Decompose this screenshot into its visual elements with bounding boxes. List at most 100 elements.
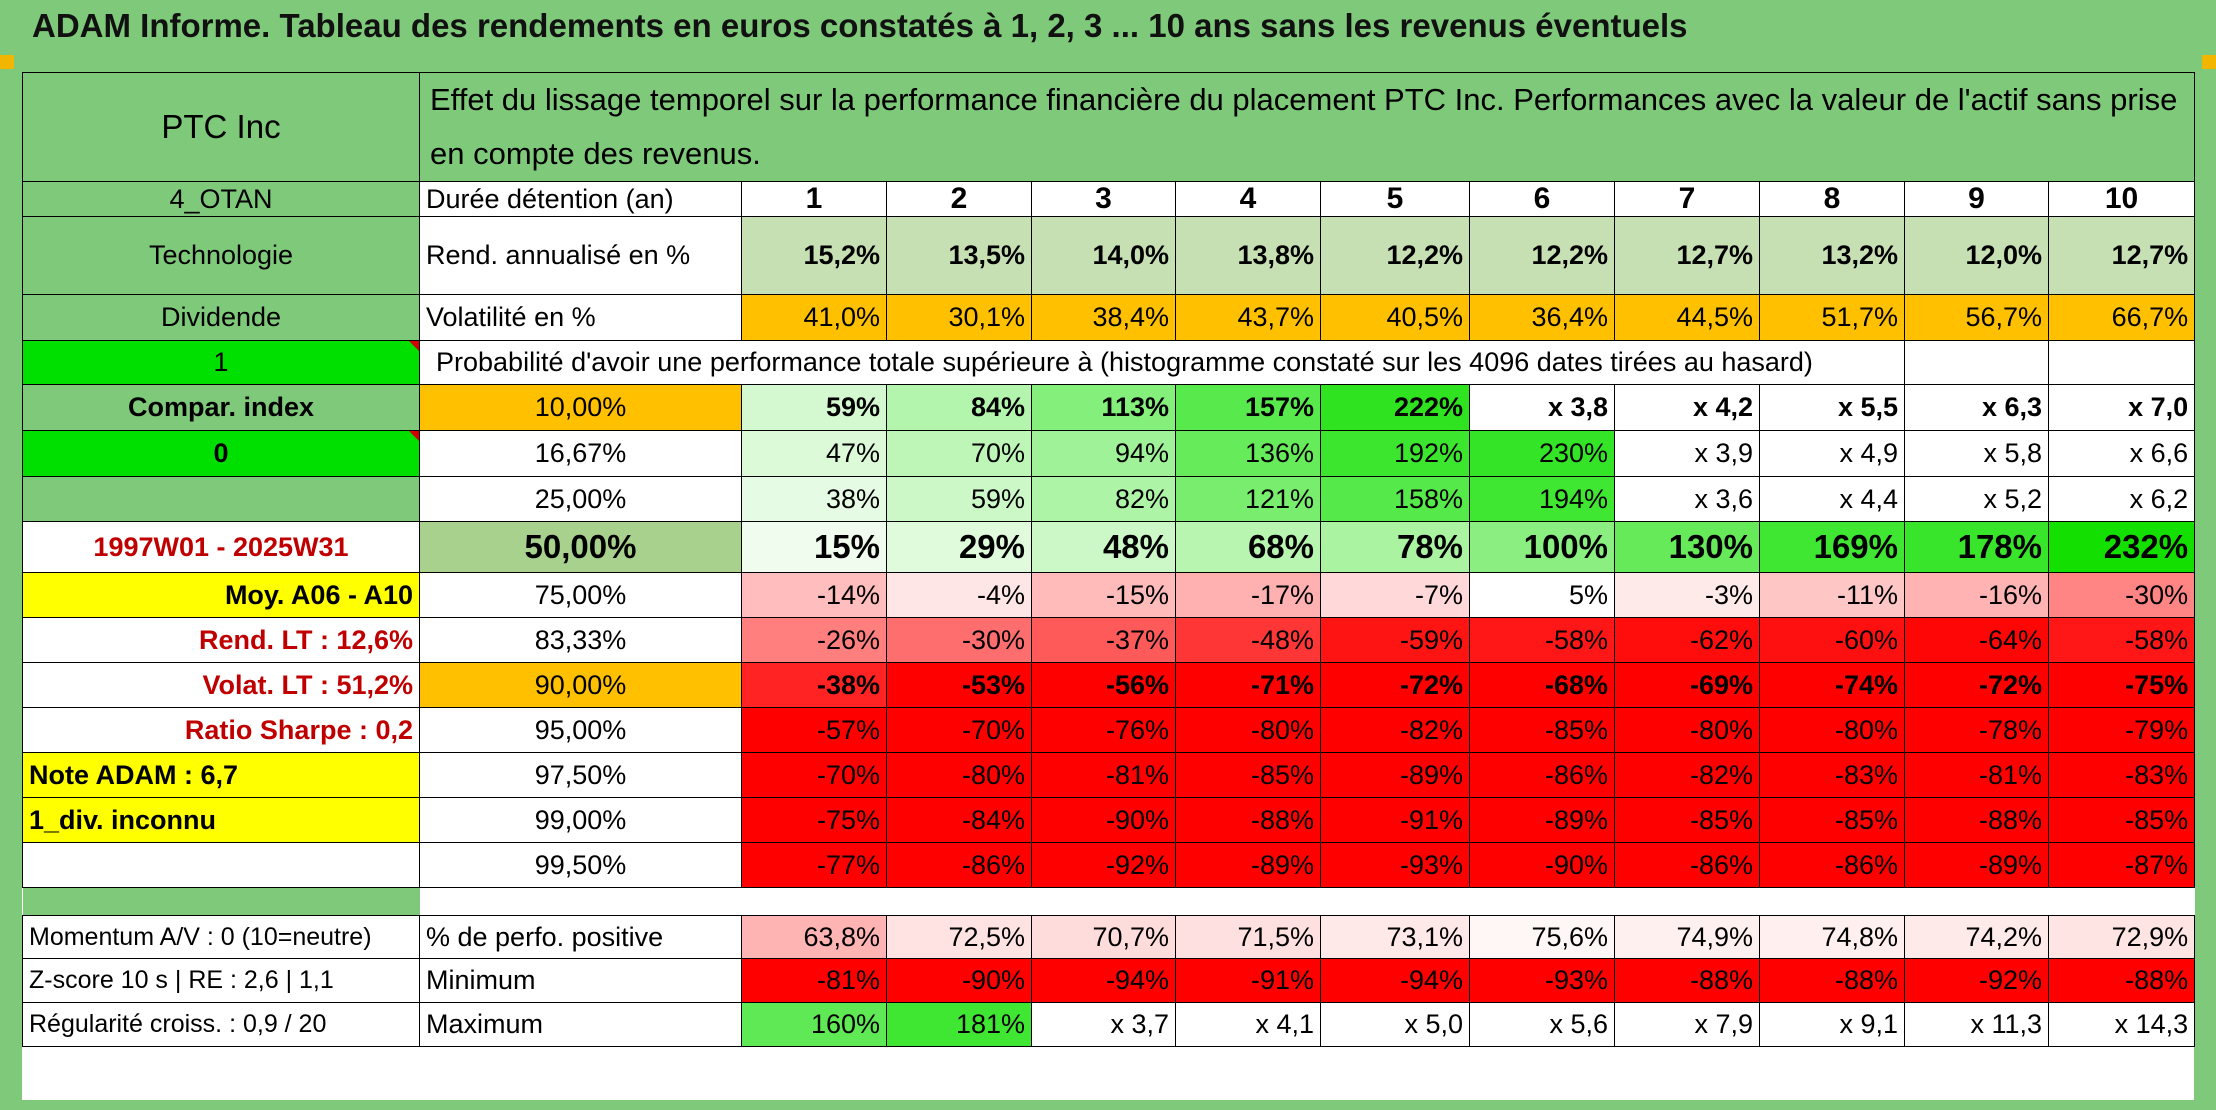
prob-value: 59% bbox=[886, 476, 1032, 522]
corner-marker-right bbox=[2202, 55, 2216, 69]
prob-value: 158% bbox=[1320, 476, 1470, 522]
year-header: 4 bbox=[1175, 181, 1321, 217]
vol-label: Volatilité en % bbox=[419, 294, 742, 341]
prob-value: x 4,2 bbox=[1614, 384, 1760, 431]
year-header: 10 bbox=[2047, 181, 2196, 217]
prob-value: -78% bbox=[1904, 707, 2049, 753]
maximum-value: x 11,3 bbox=[1904, 1002, 2049, 1047]
prob-value: -79% bbox=[2047, 707, 2196, 753]
header-row: PTC Inc Effet du lissage temporel sur la … bbox=[22, 72, 2196, 182]
prob-value: x 4,4 bbox=[1759, 476, 1905, 522]
maximum-value: x 3,7 bbox=[1031, 1002, 1176, 1047]
prob-value: 38% bbox=[741, 476, 887, 522]
prob-value: x 3,9 bbox=[1614, 430, 1760, 477]
prob-value: -88% bbox=[1175, 797, 1321, 843]
rend-value: 13,5% bbox=[886, 216, 1032, 295]
positive-value: 74,8% bbox=[1759, 915, 1905, 959]
prob-value: -85% bbox=[1614, 797, 1760, 843]
empty-side-cell bbox=[22, 842, 420, 888]
maximum-value: x 7,9 bbox=[1614, 1002, 1760, 1047]
prob-value: -30% bbox=[886, 617, 1032, 663]
prob-value: 5% bbox=[1469, 572, 1615, 618]
prob-title: Probabilité d'avoir une performance tota… bbox=[419, 340, 1905, 385]
maximum-value: x 9,1 bbox=[1759, 1002, 1905, 1047]
prob-value: -59% bbox=[1320, 617, 1470, 663]
prob-value: -93% bbox=[1320, 842, 1470, 888]
prob-threshold: 25,00% bbox=[419, 476, 742, 522]
zscore-label: Z-score 10 s | RE : 2,6 | 1,1 bbox=[22, 958, 420, 1003]
year-header: 9 bbox=[1904, 181, 2049, 217]
header-description: Effet du lissage temporel sur la perform… bbox=[418, 72, 2196, 182]
maximum-value: x 4,1 bbox=[1175, 1002, 1321, 1047]
prob-value: -82% bbox=[1614, 752, 1760, 798]
dividend-label: Dividende bbox=[22, 294, 420, 341]
prob-value: -37% bbox=[1031, 617, 1176, 663]
prob-value: 113% bbox=[1031, 384, 1176, 431]
prob-row: Moy. A06 - A10 75,00% -14% -4% -15% -17% -7% 5%… bbox=[22, 572, 2196, 618]
compar-label: Compar. index bbox=[22, 384, 420, 431]
code-label: 4_OTAN bbox=[22, 181, 420, 217]
prob-row: Ratio Sharpe : 0,2 95,00% -57% -70% -76% -80%… bbox=[22, 707, 2196, 753]
prob-value: x 6,3 bbox=[1904, 384, 2049, 431]
empty-side-cell bbox=[22, 476, 420, 522]
prob-value: 230% bbox=[1469, 430, 1615, 477]
prob-value: -89% bbox=[1904, 842, 2049, 888]
prob-threshold: 16,67% bbox=[419, 430, 742, 477]
prob-value: -84% bbox=[886, 797, 1032, 843]
maximum-label: Maximum bbox=[419, 1002, 742, 1047]
prob-value: -87% bbox=[2047, 842, 2196, 888]
prob-value: 15% bbox=[741, 521, 887, 573]
minimum-value: -91% bbox=[1175, 958, 1321, 1003]
minimum-value: -88% bbox=[1759, 958, 1905, 1003]
prob-value: -30% bbox=[2047, 572, 2196, 618]
prob-threshold: 95,00% bbox=[419, 707, 742, 753]
minimum-value: -94% bbox=[1031, 958, 1176, 1003]
vol-value: 66,7% bbox=[2047, 294, 2196, 341]
title-banner: ADAM Informe. Tableau des rendements en … bbox=[0, 0, 2216, 62]
corner-marker-left bbox=[0, 55, 14, 69]
prob-value: 70% bbox=[886, 430, 1032, 477]
prob-value: -17% bbox=[1175, 572, 1321, 618]
minimum-row: Z-score 10 s | RE : 2,6 | 1,1 Minimum -81%… bbox=[22, 958, 2196, 1003]
rend-value: 15,2% bbox=[741, 216, 887, 295]
positive-value: 70,7% bbox=[1031, 915, 1176, 959]
rend-value: 12,2% bbox=[1469, 216, 1615, 295]
prob-value: -58% bbox=[2047, 617, 2196, 663]
prob-value: -57% bbox=[741, 707, 887, 753]
prob-value: -85% bbox=[1175, 752, 1321, 798]
prob-value: -85% bbox=[1469, 707, 1615, 753]
prob-value: x 5,8 bbox=[1904, 430, 2049, 477]
empty-cell bbox=[1904, 340, 2049, 385]
prob-value: -72% bbox=[1904, 662, 2049, 708]
prob-value: -26% bbox=[741, 617, 887, 663]
prob-value: 47% bbox=[741, 430, 887, 477]
rend-row: Technologie Rend. annualisé en % 15,2% 13,5… bbox=[22, 216, 2196, 295]
prob-value: -15% bbox=[1031, 572, 1176, 618]
prob-threshold: 83,33% bbox=[419, 617, 742, 663]
vol-value: 56,7% bbox=[1904, 294, 2049, 341]
maximum-value: x 5,6 bbox=[1469, 1002, 1615, 1047]
positive-value: 73,1% bbox=[1320, 915, 1470, 959]
prob-value: 194% bbox=[1469, 476, 1615, 522]
prob-value: 178% bbox=[1904, 521, 2049, 573]
prob-value: -80% bbox=[1759, 707, 1905, 753]
prob-value: -90% bbox=[1031, 797, 1176, 843]
prob-value: -89% bbox=[1320, 752, 1470, 798]
positive-value: 63,8% bbox=[741, 915, 887, 959]
positive-value: 72,9% bbox=[2047, 915, 2196, 959]
vol-value: 38,4% bbox=[1031, 294, 1176, 341]
prob-threshold: 75,00% bbox=[419, 572, 742, 618]
minimum-value: -88% bbox=[1614, 958, 1760, 1003]
prob-value: -56% bbox=[1031, 662, 1176, 708]
prob-value: -68% bbox=[1469, 662, 1615, 708]
prob-value: -4% bbox=[886, 572, 1032, 618]
prob-value: 232% bbox=[2047, 521, 2196, 573]
maximum-value: x 5,0 bbox=[1320, 1002, 1470, 1047]
sector-label: Technologie bbox=[22, 216, 420, 295]
prob-value: -82% bbox=[1320, 707, 1470, 753]
vol-value: 44,5% bbox=[1614, 294, 1760, 341]
year-header: 1 bbox=[741, 181, 887, 217]
prob-value: 121% bbox=[1175, 476, 1321, 522]
prob-value: -85% bbox=[2047, 797, 2196, 843]
prob-value: -81% bbox=[1904, 752, 2049, 798]
